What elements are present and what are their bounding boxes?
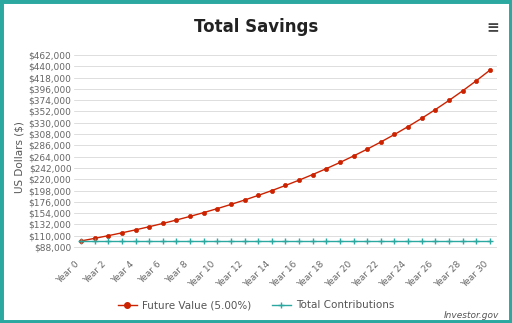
Future Value (5.00%) bbox=[174, 218, 180, 222]
Legend: Future Value (5.00%), Total Contributions: Future Value (5.00%), Total Contribution… bbox=[114, 296, 398, 315]
Future Value (5.00%) bbox=[459, 89, 465, 93]
Total Contributions bbox=[419, 239, 425, 243]
Total Contributions bbox=[119, 239, 125, 243]
Future Value (5.00%) bbox=[146, 225, 152, 229]
Future Value (5.00%) bbox=[269, 189, 275, 193]
Total Contributions bbox=[269, 239, 275, 243]
Future Value (5.00%) bbox=[487, 68, 493, 72]
Future Value (5.00%) bbox=[446, 99, 452, 102]
Future Value (5.00%) bbox=[133, 228, 139, 232]
Future Value (5.00%) bbox=[160, 222, 166, 225]
Total Contributions bbox=[201, 239, 207, 243]
Future Value (5.00%) bbox=[214, 207, 220, 211]
Total Contributions bbox=[487, 239, 493, 243]
Total Contributions bbox=[92, 239, 98, 243]
Total Contributions bbox=[432, 239, 438, 243]
Future Value (5.00%) bbox=[255, 193, 261, 197]
Total Contributions bbox=[187, 239, 193, 243]
Total Contributions bbox=[174, 239, 180, 243]
Total Contributions bbox=[283, 239, 289, 243]
Y-axis label: US Dollars ($): US Dollars ($) bbox=[14, 121, 24, 193]
Total Contributions bbox=[310, 239, 316, 243]
Total Contributions bbox=[378, 239, 384, 243]
Future Value (5.00%) bbox=[119, 231, 125, 235]
Future Value (5.00%) bbox=[92, 236, 98, 240]
Total Contributions bbox=[78, 239, 84, 243]
Total Contributions bbox=[296, 239, 302, 243]
Total Contributions bbox=[214, 239, 220, 243]
Line: Total Contributions: Total Contributions bbox=[78, 238, 493, 244]
Total Contributions bbox=[473, 239, 479, 243]
Future Value (5.00%) bbox=[432, 108, 438, 111]
Future Value (5.00%) bbox=[391, 132, 397, 136]
Future Value (5.00%) bbox=[283, 183, 289, 187]
Total Contributions bbox=[133, 239, 139, 243]
Total Contributions bbox=[391, 239, 397, 243]
Future Value (5.00%) bbox=[419, 116, 425, 120]
Future Value (5.00%) bbox=[323, 167, 329, 171]
Future Value (5.00%) bbox=[187, 214, 193, 218]
Total Contributions bbox=[446, 239, 452, 243]
Total Contributions bbox=[255, 239, 261, 243]
Total Contributions bbox=[105, 239, 112, 243]
Future Value (5.00%) bbox=[78, 239, 84, 243]
Text: Total Savings: Total Savings bbox=[194, 18, 318, 36]
Future Value (5.00%) bbox=[228, 203, 234, 206]
Future Value (5.00%) bbox=[201, 211, 207, 214]
Text: Investor.gov: Investor.gov bbox=[444, 311, 499, 320]
Future Value (5.00%) bbox=[105, 234, 112, 238]
Text: ≡: ≡ bbox=[486, 20, 499, 35]
Future Value (5.00%) bbox=[351, 154, 357, 158]
Total Contributions bbox=[337, 239, 343, 243]
Total Contributions bbox=[351, 239, 357, 243]
Total Contributions bbox=[405, 239, 411, 243]
Future Value (5.00%) bbox=[337, 161, 343, 164]
Future Value (5.00%) bbox=[310, 172, 316, 176]
Future Value (5.00%) bbox=[296, 178, 302, 182]
Total Contributions bbox=[364, 239, 370, 243]
Total Contributions bbox=[228, 239, 234, 243]
Total Contributions bbox=[459, 239, 465, 243]
Line: Future Value (5.00%): Future Value (5.00%) bbox=[79, 68, 492, 243]
Total Contributions bbox=[160, 239, 166, 243]
Future Value (5.00%) bbox=[378, 140, 384, 144]
Future Value (5.00%) bbox=[242, 198, 248, 202]
Total Contributions bbox=[242, 239, 248, 243]
Future Value (5.00%) bbox=[364, 147, 370, 151]
Total Contributions bbox=[146, 239, 152, 243]
Total Contributions bbox=[323, 239, 329, 243]
Future Value (5.00%) bbox=[473, 79, 479, 83]
Future Value (5.00%) bbox=[405, 125, 411, 129]
